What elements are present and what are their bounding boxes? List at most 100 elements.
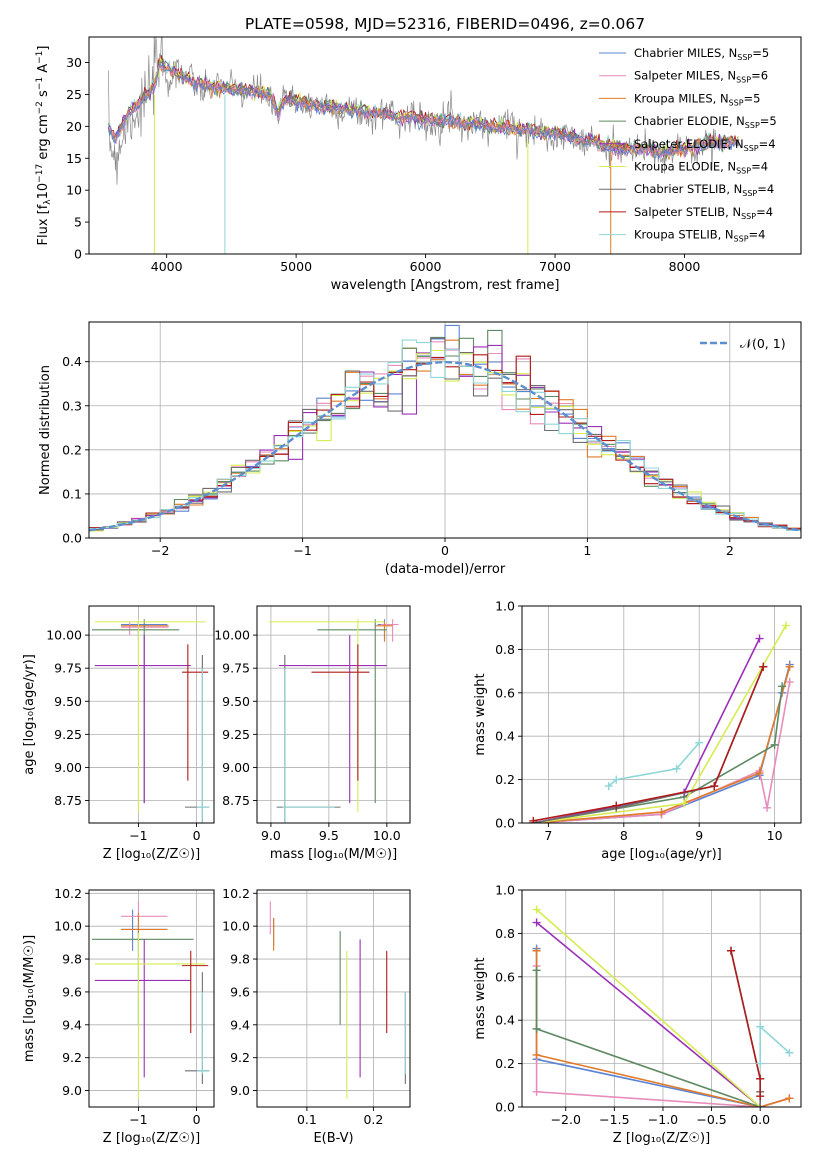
x-tick-label: −1 bbox=[129, 828, 147, 843]
y-tick-label: 9.2 bbox=[230, 1050, 250, 1065]
y-tick-label: 9.50 bbox=[54, 694, 82, 709]
figure-title: PLATE=0598, MJD=52316, FIBERID=0496, z=0… bbox=[245, 15, 645, 33]
plot-area bbox=[269, 901, 406, 1099]
y-tick-label: 15 bbox=[66, 151, 82, 166]
y-tick-label: 9.50 bbox=[222, 694, 250, 709]
mass-weight-marker bbox=[763, 803, 772, 812]
x-tick-label: 9 bbox=[695, 828, 703, 843]
mass-weight-marker bbox=[781, 621, 790, 630]
panel-mass_weight_vs_age: 7 8 9 10 0.0 0.2 0.4 0.6 0.8 1.0 age [log₁₀(age/yr… bbox=[473, 599, 802, 862]
mass-weight-marker bbox=[657, 808, 666, 817]
x-tick-label: 10.0 bbox=[373, 828, 401, 843]
plot-area bbox=[268, 619, 399, 823]
y-tick-label: 10 bbox=[66, 183, 82, 198]
y-tick-label: 0.2 bbox=[495, 1056, 515, 1071]
legend-entry: Kroupa STELIB, NSSP=4 bbox=[634, 228, 765, 244]
y-tick-label: 1.0 bbox=[495, 883, 515, 898]
y-tick-label: 8.75 bbox=[222, 793, 250, 808]
y-tick-label: 0.2 bbox=[62, 442, 82, 457]
legend-entry: Chabrier ELODIE, NSSP=5 bbox=[634, 114, 777, 130]
axes-frame bbox=[88, 889, 215, 1108]
x-tick-label: 0 bbox=[193, 828, 201, 843]
mass-weight-line bbox=[730, 950, 761, 1107]
y-tick-label: 0.4 bbox=[495, 1013, 515, 1028]
panel-age_vs_Z: −1 0 8.75 9.00 9.25 9.50 9.75 10.00 Z [log₁₀(Z/Z… bbox=[22, 605, 215, 862]
y-tick-label: 0.0 bbox=[62, 531, 82, 546]
mass-weight-line bbox=[533, 686, 783, 823]
y-tick-label: 9.8 bbox=[230, 952, 250, 967]
legend-entry: 𝒩(0, 1) bbox=[740, 336, 786, 351]
x-tick-label: 8 bbox=[620, 828, 628, 843]
x-tick-label: 1 bbox=[583, 543, 591, 558]
mass-weight-line bbox=[533, 625, 787, 823]
x-axis-label: mass [log₁₀(M/M☉)] bbox=[270, 847, 397, 862]
y-axis-label: mass [log₁₀(M/M☉)] bbox=[22, 935, 37, 1062]
y-tick-label: 0.6 bbox=[495, 969, 515, 984]
spectrum-model-line bbox=[108, 64, 740, 160]
axes-frame bbox=[256, 605, 411, 824]
mass-weight-line bbox=[730, 950, 761, 1097]
x-tick-label: −1 bbox=[293, 543, 311, 558]
y-tick-label: 9.25 bbox=[54, 727, 82, 742]
mass-weight-marker bbox=[695, 738, 704, 747]
panel-age_vs_mass: 9.0 9.5 10.0 8.75 9.00 9.25 9.50 9.75 10.00 mass … bbox=[214, 605, 411, 862]
legend-entry: Chabrier STELIB, NSSP=4 bbox=[634, 182, 774, 198]
axes-frame bbox=[256, 889, 411, 1108]
y-tick-label: 9.00 bbox=[222, 760, 250, 775]
y-tick-label: 0.1 bbox=[62, 486, 82, 501]
y-tick-label: 8.75 bbox=[54, 793, 82, 808]
y-tick-label: 0.4 bbox=[62, 354, 82, 369]
y-axis-label: Flux [fλ10−17 erg cm−2 s−1 A−1] bbox=[35, 46, 53, 246]
panel-spectrum: Chabrier MILES, NSSP=5 Salpeter MILES, NS… bbox=[35, 36, 802, 293]
y-tick-label: 0.0 bbox=[495, 816, 515, 831]
x-tick-label: −2.0 bbox=[551, 1112, 581, 1127]
mass-weight-line bbox=[533, 666, 791, 823]
y-tick-label: 9.0 bbox=[230, 1083, 250, 1098]
plot-area bbox=[529, 621, 794, 823]
spectrum-legend: Chabrier MILES, NSSP=5 Salpeter MILES, NS… bbox=[599, 46, 777, 244]
mass-weight-marker bbox=[755, 634, 764, 643]
mass-weight-marker bbox=[785, 677, 794, 686]
y-tick-label: 0.4 bbox=[495, 729, 515, 744]
y-tick-label: 9.8 bbox=[62, 952, 82, 967]
x-axis-label: wavelength [Angstrom, rest frame] bbox=[331, 278, 560, 293]
x-axis-label: Z [log₁₀(Z/Z☉)] bbox=[103, 1131, 200, 1146]
spectrum-model-line bbox=[108, 62, 740, 160]
x-tick-label: 6000 bbox=[410, 259, 442, 274]
legend-entry: Salpeter MILES, NSSP=6 bbox=[634, 69, 768, 85]
y-tick-label: 10.2 bbox=[222, 886, 250, 901]
mass-weight-line bbox=[535, 970, 761, 1107]
y-tick-label: 0.2 bbox=[495, 772, 515, 787]
x-tick-label: 2 bbox=[726, 543, 734, 558]
y-tick-label: 25 bbox=[66, 87, 82, 102]
y-tick-label: 0 bbox=[74, 247, 82, 262]
residual-legend: 𝒩(0, 1) bbox=[700, 336, 786, 351]
plot-area bbox=[532, 905, 794, 1107]
mass-weight-line bbox=[533, 681, 791, 823]
panel-mass_vs_EBV: 0.1 0.2 9.0 9.2 9.4 9.6 9.8 10.0 10.2 E(B-V) bbox=[222, 886, 411, 1146]
x-tick-label: −1.5 bbox=[599, 1112, 629, 1127]
y-tick-label: 10.0 bbox=[222, 919, 250, 934]
panel-mass_weight_vs_Z: −2.0 −1.5 −1.0 −0.5 0.0 0.0 0.2 0.4 0.6 0.8 1.0 Z [… bbox=[473, 883, 802, 1146]
y-tick-label: 9.4 bbox=[230, 1017, 250, 1032]
x-tick-label: 8000 bbox=[669, 259, 701, 274]
y-tick-label: 5 bbox=[74, 215, 82, 230]
mass-weight-line bbox=[536, 908, 761, 1107]
mass-weight-marker bbox=[785, 1048, 794, 1057]
y-tick-label: 9.00 bbox=[54, 760, 82, 775]
y-tick-label: 9.75 bbox=[54, 661, 82, 676]
x-tick-label: 10 bbox=[767, 828, 783, 843]
y-tick-label: 10.2 bbox=[54, 886, 82, 901]
y-tick-label: 1.0 bbox=[495, 599, 515, 614]
panel-residuals: −2 −1 0 1 2 0.0 0.1 0.2 0.3 0.4 (data-model)/error… bbox=[38, 321, 802, 577]
axes-frame bbox=[521, 889, 802, 1108]
legend-entry: Salpeter ELODIE, NSSP=4 bbox=[634, 137, 776, 153]
x-tick-label: 0.2 bbox=[363, 1112, 383, 1127]
x-tick-label: 9.5 bbox=[319, 828, 339, 843]
x-tick-label: −1 bbox=[129, 1112, 147, 1127]
legend-entry: Chabrier MILES, NSSP=5 bbox=[634, 46, 769, 62]
x-tick-label: 7 bbox=[544, 828, 552, 843]
mass-weight-marker bbox=[759, 662, 768, 671]
mass-weight-marker bbox=[612, 801, 621, 810]
